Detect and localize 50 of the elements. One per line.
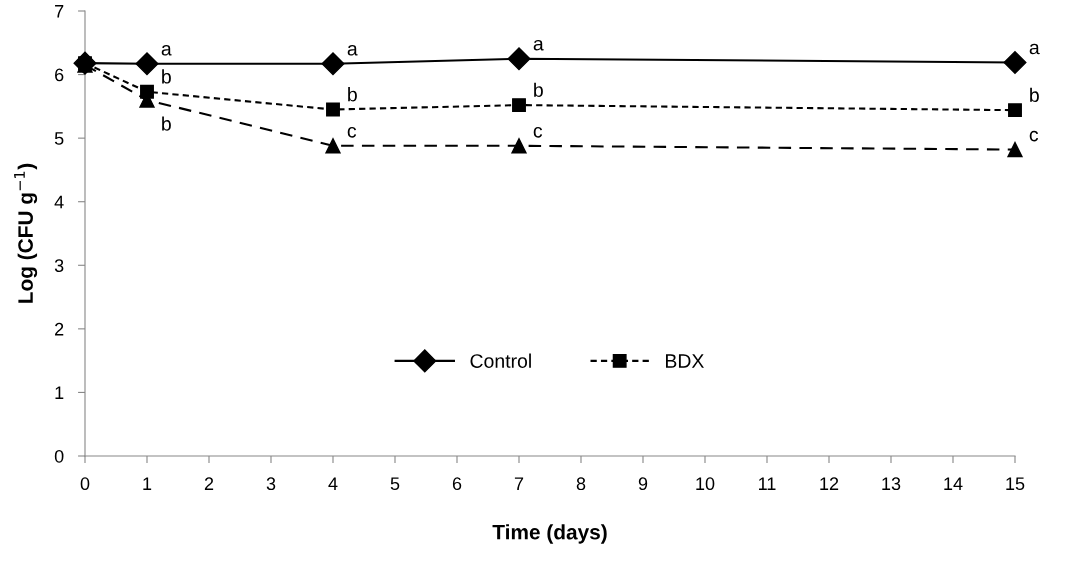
annotation: b xyxy=(534,82,543,97)
y-tick-label: 2 xyxy=(55,322,64,336)
point xyxy=(326,102,340,117)
point xyxy=(512,98,526,113)
y-tick-label: 6 xyxy=(55,68,64,82)
legend-label: Control xyxy=(470,353,531,368)
x-tick-label: 3 xyxy=(266,477,276,491)
point xyxy=(1008,103,1022,118)
x-tick-label: 1 xyxy=(143,477,152,490)
y-tick-label: 5 xyxy=(54,132,64,145)
annotation: b xyxy=(162,116,171,131)
x-tick-label: 11 xyxy=(759,477,776,490)
point xyxy=(135,52,159,76)
annotation: b xyxy=(1030,87,1039,103)
x-tick-label: 9 xyxy=(638,477,648,491)
annotation: a xyxy=(347,44,358,56)
point xyxy=(1003,50,1027,74)
point xyxy=(1007,141,1023,158)
x-tick-label: 0 xyxy=(80,477,90,491)
x-tick-label: 10 xyxy=(696,477,715,491)
point xyxy=(507,47,531,71)
annotation: a xyxy=(161,44,172,56)
x-axis-title: Time (days) xyxy=(492,524,607,544)
x-tick-label: 12 xyxy=(820,477,839,490)
x-tick-label: 4 xyxy=(328,477,338,490)
x-tick-label: 13 xyxy=(882,477,901,491)
y-tick-label: 7 xyxy=(55,5,64,18)
annotation: c xyxy=(1029,130,1039,142)
y-tick-label: 1 xyxy=(55,386,64,399)
x-tick-label: 8 xyxy=(576,477,586,491)
y-axis-title: Log (CFU g$^{−1}$) xyxy=(14,163,38,303)
point xyxy=(321,52,345,76)
annotation: b xyxy=(162,69,171,84)
y-tick-label: 4 xyxy=(54,195,64,209)
point xyxy=(325,138,341,154)
x-tick-label: 6 xyxy=(452,477,462,491)
point xyxy=(511,138,527,154)
x-tick-label: 15 xyxy=(1006,477,1025,491)
y-tick-label: 0 xyxy=(54,449,64,463)
annotation: b xyxy=(348,87,357,102)
annotation: a xyxy=(533,39,544,51)
legend-label: BDX xyxy=(666,354,704,368)
y-tick-label: 3 xyxy=(54,259,64,273)
x-tick-label: 5 xyxy=(390,477,400,491)
x-tick-label: 7 xyxy=(514,477,524,490)
annotation: c xyxy=(533,126,543,138)
annotation: c xyxy=(347,126,357,138)
annotation: a xyxy=(1029,43,1040,55)
x-tick-label: 2 xyxy=(204,477,214,490)
x-tick-label: 14 xyxy=(944,477,963,490)
